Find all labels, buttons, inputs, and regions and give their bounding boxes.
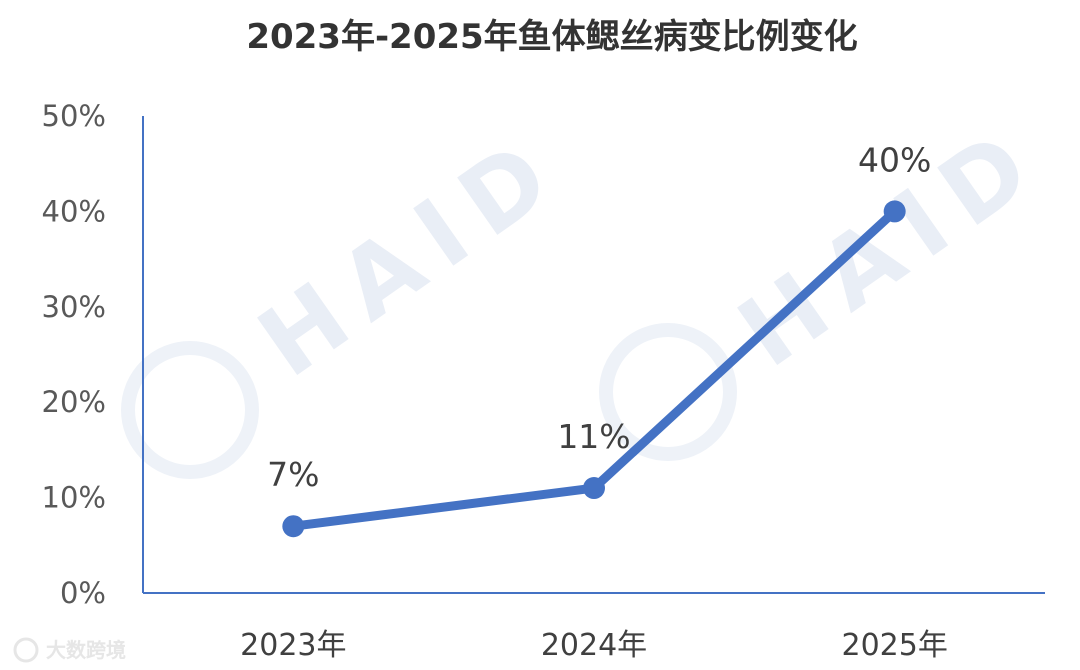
y-tick-label: 20% — [42, 385, 106, 419]
data-point — [883, 200, 906, 223]
watermark-logo-icon — [121, 323, 737, 479]
chart-title: 2023年-2025年鱼体鳃丝病变比例变化 — [246, 17, 857, 57]
data-point — [583, 477, 605, 500]
x-tick-label: 2023年 — [240, 628, 346, 663]
data-points — [282, 200, 906, 538]
x-tick-label: 2024年 — [541, 628, 647, 663]
x-axis-ticks: 2023年 2024年 2025年 — [240, 628, 948, 663]
corner-mark: 大数跨境 — [13, 637, 126, 663]
data-label: 11% — [557, 417, 630, 456]
data-point — [282, 515, 305, 538]
y-tick-label: 30% — [42, 290, 106, 324]
data-label: 40% — [858, 140, 931, 179]
y-tick-label: 0% — [60, 576, 106, 610]
corner-mark-text: 大数跨境 — [46, 638, 126, 662]
data-label: 7% — [267, 455, 319, 494]
watermark-text-left: HAID — [239, 111, 583, 399]
x-tick-label: 2025年 — [841, 628, 947, 663]
y-axis-ticks: 0% 10% 20% 30% 40% 50% — [42, 99, 106, 610]
corner-logo-icon — [13, 637, 39, 663]
data-labels: 7% 11% 40% — [267, 140, 931, 494]
y-tick-label: 40% — [42, 194, 106, 228]
y-tick-label: 10% — [42, 481, 106, 515]
y-tick-label: 50% — [42, 99, 106, 133]
